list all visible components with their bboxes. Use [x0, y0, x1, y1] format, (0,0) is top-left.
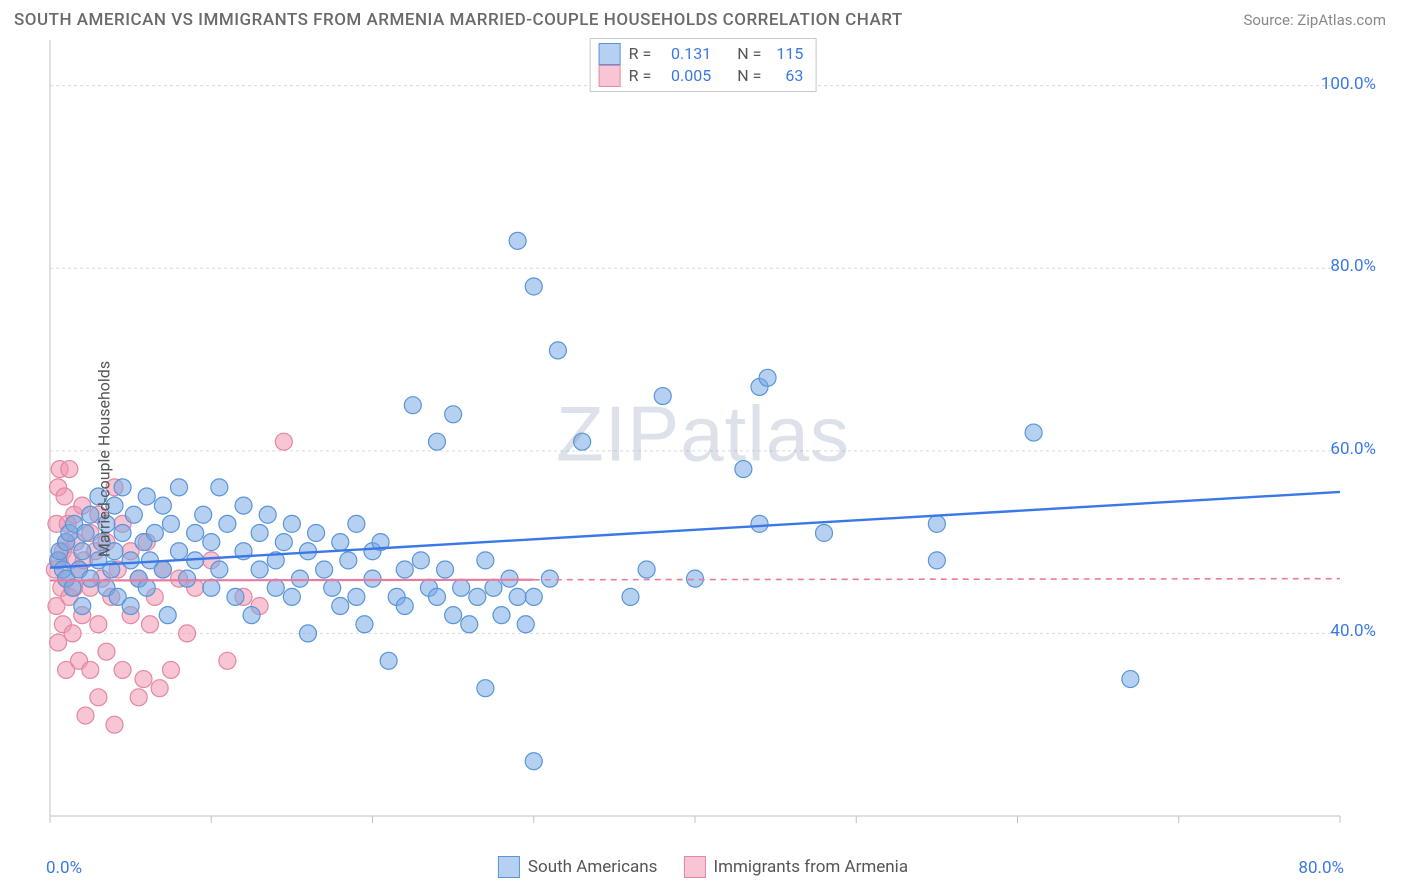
y-tick-label: 80.0%	[1330, 256, 1376, 276]
legend-row-series-0: R = 0.131 N = 115	[599, 43, 804, 65]
swatch-series-0	[599, 43, 621, 65]
n-value-0: 115	[769, 43, 803, 65]
scatter-plot	[0, 34, 1406, 854]
source-label: Source: ZipAtlas.com	[1243, 11, 1386, 29]
legend-item-0: South Americans	[498, 856, 658, 878]
x-axis-max-label: 80.0%	[1298, 858, 1344, 878]
y-tick-label: 100.0%	[1321, 74, 1376, 94]
y-axis-label: Married-couple Households	[95, 361, 114, 557]
chart-area: Married-couple Households ZIPatlas R = 0…	[0, 34, 1406, 884]
series-1-name: Immigrants from Armenia	[713, 857, 908, 877]
legend-row-series-1: R = 0.005 N = 63	[599, 65, 804, 87]
series-legend: South Americans Immigrants from Armenia	[498, 856, 908, 878]
y-tick-label: 40.0%	[1330, 621, 1376, 641]
swatch-series-1-icon	[683, 856, 705, 878]
series-0-name: South Americans	[528, 857, 658, 877]
chart-title: SOUTH AMERICAN VS IMMIGRANTS FROM ARMENI…	[14, 10, 903, 30]
swatch-series-1	[599, 65, 621, 87]
legend-item-1: Immigrants from Armenia	[683, 856, 908, 878]
r-value-0: 0.131	[659, 43, 711, 65]
x-axis-min-label: 0.0%	[46, 858, 82, 878]
r-value-1: 0.005	[659, 65, 711, 87]
correlation-legend: R = 0.131 N = 115 R = 0.005 N = 63	[590, 38, 817, 92]
y-tick-label: 60.0%	[1330, 439, 1376, 459]
n-value-1: 63	[769, 65, 803, 87]
swatch-series-0-icon	[498, 856, 520, 878]
